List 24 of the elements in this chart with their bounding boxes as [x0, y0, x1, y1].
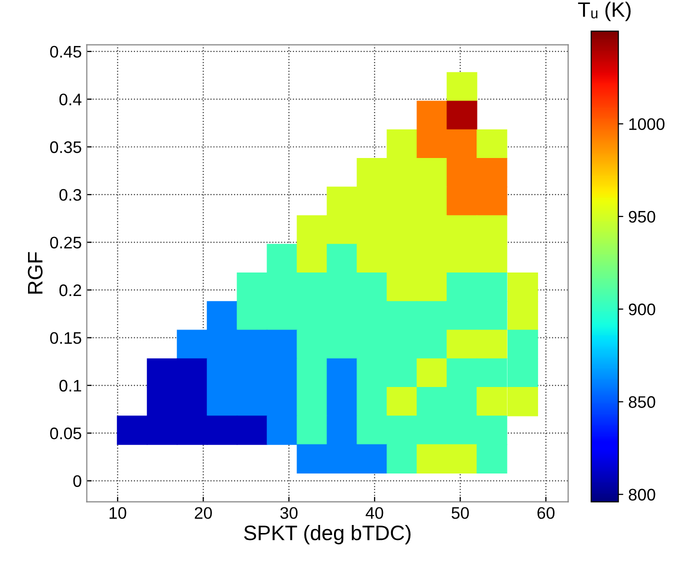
color-bar-label: 800: [628, 488, 656, 501]
x-tick-label: 50: [452, 507, 469, 519]
y-tick-label: 0.3: [59, 188, 82, 201]
x-tick-label: 10: [110, 507, 126, 519]
y-tick-label: 0.45: [50, 46, 82, 58]
color-bar-label: 1000: [629, 118, 664, 130]
y-tick-label: 0.4: [59, 94, 82, 106]
y-tick-label: 0.1: [59, 380, 82, 392]
x-tick-label: 40: [366, 507, 384, 519]
color-bar-title: Tᵤ (K): [578, 2, 631, 22]
x-tick-label: 60: [537, 507, 555, 519]
color-bar-label: 950: [628, 210, 656, 223]
y-tick-label: 0: [73, 475, 82, 488]
y-tick-label: 0.05: [50, 428, 82, 440]
y-tick-label: 0.35: [50, 141, 82, 154]
x-axis-title: SPKT (deg bTDC): [244, 524, 411, 544]
x-tick-label: 20: [194, 507, 212, 519]
color-bar-label: 900: [628, 304, 656, 316]
y-tick-label: 0.15: [50, 332, 82, 344]
y-axis-title: RGF: [28, 252, 43, 294]
y-tick-label: 0.2: [59, 284, 82, 296]
x-tick-label: 30: [280, 507, 298, 519]
y-tick-label: 0.25: [50, 236, 82, 248]
color-bar-label: 850: [628, 396, 656, 408]
